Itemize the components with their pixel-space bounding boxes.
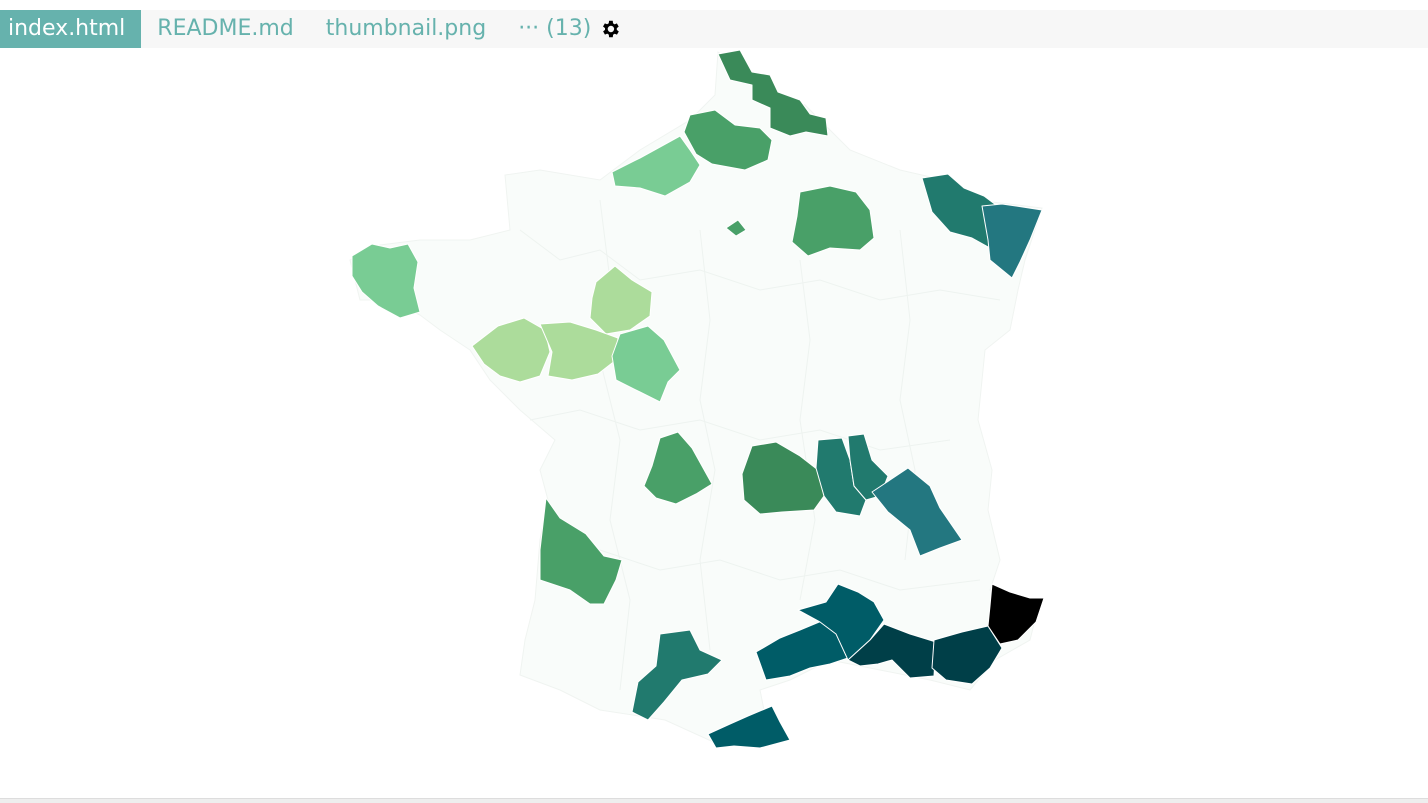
france-departments-map	[349, 49, 1045, 749]
more-files-tab[interactable]: ··· (13)	[518, 16, 592, 41]
dept-haute-garonne[interactable]	[631, 629, 723, 721]
choropleth-map-container	[0, 48, 1428, 798]
dept-nord[interactable]	[717, 49, 829, 137]
file-tab-bar: index.html README.md thumbnail.png ··· (…	[0, 10, 1428, 48]
dept-sarthe[interactable]	[539, 321, 619, 381]
dept-var[interactable]	[931, 625, 1003, 685]
dept-finistere[interactable]	[351, 243, 421, 319]
dept-pyrenees-orientales[interactable]	[707, 705, 791, 749]
dept-paris[interactable]	[725, 219, 747, 237]
dept-allier[interactable]	[741, 441, 825, 515]
dept-loir-et-cher[interactable]	[611, 325, 681, 403]
dept-marne[interactable]	[791, 185, 875, 257]
tab-index-html[interactable]: index.html	[0, 10, 142, 48]
dept-gard[interactable]	[797, 583, 885, 661]
dept-seine-maritime[interactable]	[611, 135, 701, 197]
tab-thumbnail-png[interactable]: thumbnail.png	[325, 16, 487, 41]
dept-bouches-du-rhone[interactable]	[847, 623, 937, 679]
dept-loire[interactable]	[815, 437, 867, 517]
dept-orne[interactable]	[589, 265, 653, 335]
dept-mayenne[interactable]	[471, 317, 551, 383]
gear-icon	[603, 20, 620, 38]
dept-creuse[interactable]	[643, 431, 713, 505]
bottom-divider	[0, 798, 1428, 803]
tab-readme-md[interactable]: README.md	[157, 16, 294, 41]
settings-button[interactable]	[599, 10, 637, 48]
dept-isere[interactable]	[871, 467, 963, 557]
dept-pas-de-calais[interactable]	[683, 109, 773, 171]
dept-bas-rhin[interactable]	[981, 203, 1043, 279]
dept-gironde[interactable]	[539, 497, 623, 605]
dept-alpes-maritimes[interactable]	[987, 583, 1045, 645]
